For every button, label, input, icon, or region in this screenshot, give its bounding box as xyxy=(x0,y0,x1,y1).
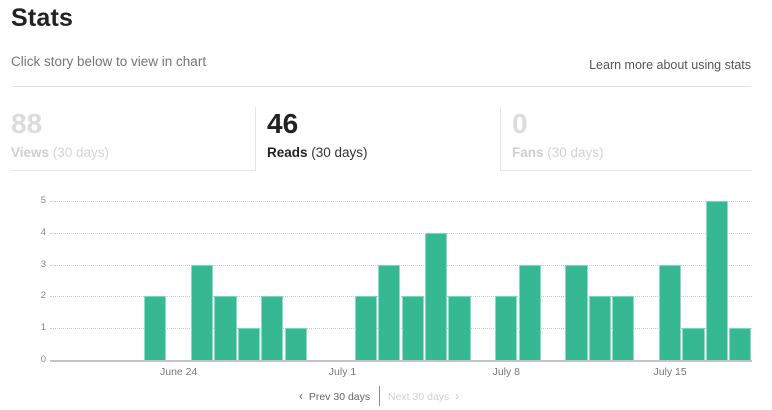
header-divider xyxy=(11,86,751,87)
pager-divider xyxy=(379,386,380,406)
views-label: Views (30 days) xyxy=(11,145,109,160)
y-axis-tick-label: 5 xyxy=(40,195,46,206)
page-title: Stats xyxy=(11,4,74,32)
page-subtitle: Click story below to view in chart xyxy=(11,54,207,69)
fans-count: 0 xyxy=(512,108,528,139)
x-axis-line xyxy=(50,360,752,362)
gridline xyxy=(50,296,752,298)
prev-label: Prev 30 days xyxy=(308,391,371,403)
chart-bar[interactable] xyxy=(144,296,167,360)
y-axis-tick-label: 1 xyxy=(40,322,46,334)
next-label: Next 30 days xyxy=(388,391,450,403)
reads-label: Reads (30 days) xyxy=(267,145,368,160)
gridline xyxy=(50,232,752,234)
chart-bar[interactable] xyxy=(588,296,612,360)
stats-tabs: 88 Views (30 days) 46 Reads (30 days) 0 … xyxy=(11,107,752,171)
y-axis-tick-label: 0 xyxy=(40,354,46,365)
chart-bar[interactable] xyxy=(214,296,237,360)
chart-bar[interactable] xyxy=(518,264,541,360)
learn-more-link[interactable]: Learn more about using stats xyxy=(589,58,751,72)
reads-label-period: (30 days) xyxy=(307,145,368,160)
reads-label-bold: Reads xyxy=(267,145,308,160)
chart-bar[interactable] xyxy=(401,296,424,360)
chevron-left-icon: ‹ xyxy=(299,389,303,403)
reads-count: 46 xyxy=(267,108,299,139)
tab-views[interactable]: 88 Views (30 days) xyxy=(11,107,256,171)
gridline xyxy=(50,201,752,202)
x-axis-tick-label: July 15 xyxy=(653,366,687,378)
chart-bar[interactable] xyxy=(261,296,284,360)
tab-reads[interactable]: 46 Reads (30 days) xyxy=(256,107,500,171)
gridline xyxy=(50,328,752,330)
chart-bar[interactable] xyxy=(565,264,588,360)
chart-bar[interactable] xyxy=(612,296,635,360)
x-axis-tick-label: July 1 xyxy=(328,366,357,378)
views-count: 88 xyxy=(11,108,43,139)
fans-label-period: (30 days) xyxy=(543,145,604,160)
chart-bar[interactable] xyxy=(682,328,705,360)
prev-30-days-button[interactable]: ‹ Prev 30 days xyxy=(299,389,370,403)
chart-bar[interactable] xyxy=(424,232,448,360)
chart-bar[interactable] xyxy=(705,201,729,360)
reads-bar-chart: 0 1 2 3 4 5 June 24 July 1 July 8 July 15 xyxy=(0,190,772,380)
next-30-days-button: Next 30 days › xyxy=(388,389,459,403)
fans-label: Fans (30 days) xyxy=(512,145,604,160)
y-axis-tick-label: 4 xyxy=(40,226,46,238)
chart-bar[interactable] xyxy=(378,264,401,360)
pagination: ‹ Prev 30 days Next 30 days › xyxy=(0,386,772,406)
chart-bar[interactable] xyxy=(354,296,378,360)
chart-bar[interactable] xyxy=(448,296,471,360)
y-axis-tick-label: 3 xyxy=(40,258,46,270)
chart-bar[interactable] xyxy=(729,328,752,360)
y-axis-tick-label: 2 xyxy=(40,290,46,302)
chart-bar[interactable] xyxy=(190,264,214,360)
x-axis-tick-label: July 8 xyxy=(492,366,521,378)
views-label-bold: Views xyxy=(11,145,50,160)
chart-bar[interactable] xyxy=(237,328,261,360)
gridline xyxy=(50,264,752,266)
x-axis-tick-label: June 24 xyxy=(160,366,198,378)
fans-label-bold: Fans xyxy=(512,145,544,160)
chart-bar[interactable] xyxy=(495,296,518,360)
views-label-period: (30 days) xyxy=(49,145,110,160)
chart-bar[interactable] xyxy=(284,328,307,360)
chevron-right-icon: › xyxy=(455,389,460,403)
chart-bar[interactable] xyxy=(658,264,682,360)
tab-fans[interactable]: 0 Fans (30 days) xyxy=(500,107,752,171)
